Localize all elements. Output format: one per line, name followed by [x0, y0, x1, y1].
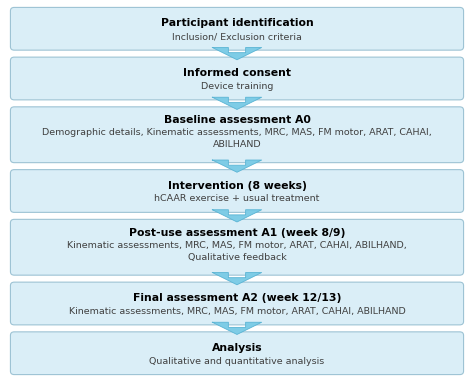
Text: Kinematic assessments, MRC, MAS, FM motor, ARAT, CAHAI, ABILHAND,
Qualitative fe: Kinematic assessments, MRC, MAS, FM moto… — [67, 241, 407, 262]
Text: Intervention (8 weeks): Intervention (8 weeks) — [168, 181, 306, 191]
Polygon shape — [212, 322, 262, 335]
Text: Final assessment A2 (week 12/13): Final assessment A2 (week 12/13) — [133, 293, 341, 303]
Polygon shape — [212, 97, 262, 110]
Text: Participant identification: Participant identification — [161, 18, 313, 28]
FancyBboxPatch shape — [10, 332, 464, 375]
Text: hCAAR exercise + usual treatment: hCAAR exercise + usual treatment — [155, 194, 319, 203]
Text: Analysis: Analysis — [212, 343, 262, 353]
FancyBboxPatch shape — [10, 7, 464, 50]
FancyBboxPatch shape — [10, 219, 464, 275]
Polygon shape — [212, 160, 262, 172]
FancyBboxPatch shape — [10, 282, 464, 325]
Text: Qualitative and quantitative analysis: Qualitative and quantitative analysis — [149, 356, 325, 366]
Polygon shape — [212, 272, 262, 285]
Text: Device training: Device training — [201, 82, 273, 91]
FancyBboxPatch shape — [10, 57, 464, 100]
Polygon shape — [212, 210, 262, 222]
Text: Kinematic assessments, MRC, MAS, FM motor, ARAT, CAHAI, ABILHAND: Kinematic assessments, MRC, MAS, FM moto… — [69, 307, 405, 316]
Text: Baseline assessment A0: Baseline assessment A0 — [164, 115, 310, 125]
Text: Inclusion/ Exclusion criteria: Inclusion/ Exclusion criteria — [172, 32, 302, 41]
Polygon shape — [212, 47, 262, 60]
FancyBboxPatch shape — [10, 107, 464, 163]
Text: Post-use assessment A1 (week 8/9): Post-use assessment A1 (week 8/9) — [129, 228, 345, 238]
FancyBboxPatch shape — [10, 170, 464, 212]
Text: Demographic details, Kinematic assessments, MRC, MAS, FM motor, ARAT, CAHAI,
ABI: Demographic details, Kinematic assessmen… — [42, 128, 432, 149]
Text: Informed consent: Informed consent — [183, 68, 291, 78]
